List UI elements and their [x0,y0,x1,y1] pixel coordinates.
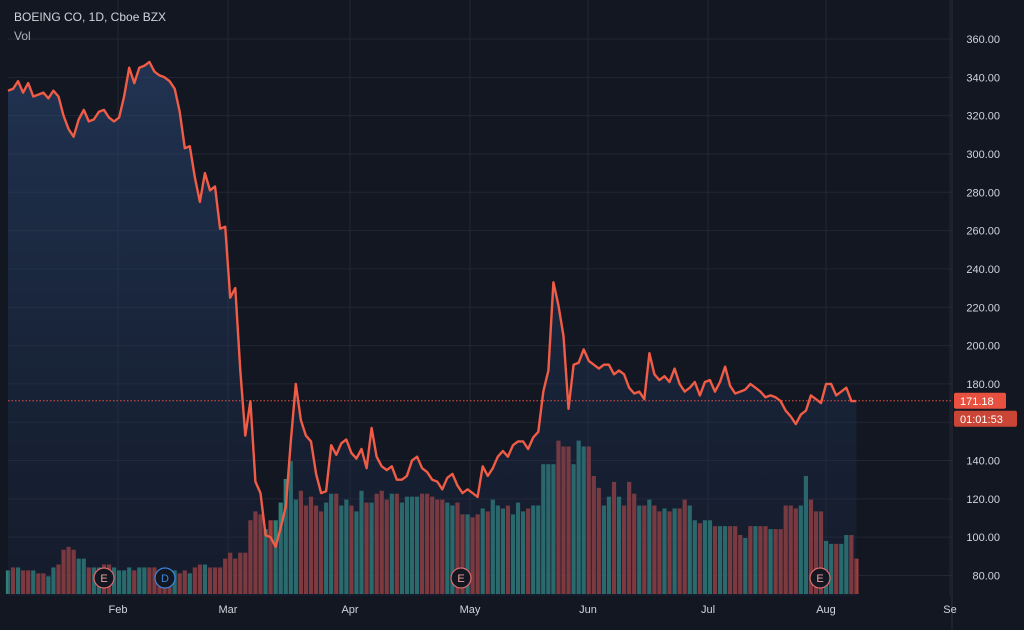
time-tick-label: May [460,604,481,616]
price-tick-label: 180.00 [966,379,1000,391]
time-tick-label: Mar [219,604,238,616]
price-tick-label: 300.00 [966,149,1000,161]
price-tick-label: 260.00 [966,226,1000,238]
volume-indicator-label[interactable]: Vol [14,29,31,43]
time-tick-label: Jul [701,604,715,616]
time-tick-label: Feb [109,604,128,616]
price-tick-label: 120.00 [966,494,1000,506]
event-marker-letter: E [100,573,107,585]
price-tick-label: 200.00 [966,341,1000,353]
time-tick-label: Apr [341,604,358,616]
current-price-label: 171.18 [960,396,994,408]
earnings-marker[interactable]: E [93,567,115,589]
price-tick-label: 220.00 [966,302,1000,314]
price-axis[interactable]: 360.00 340.00 320.00 300.00 280.00 260.00 240.… [951,0,1000,630]
time-axis[interactable]: Feb Mar Apr May Jun Jul Aug Se [109,604,957,616]
symbol-title[interactable]: BOEING CO, 1D, Cboe BZX [14,10,167,24]
event-marker-circle [93,567,115,589]
price-tick-label: 100.00 [966,532,1000,544]
event-marker-letter: E [457,573,464,585]
time-tick-label: Aug [816,604,836,616]
event-marker-circle [809,567,831,589]
price-tick-label: 320.00 [966,111,1000,123]
event-marker-letter: D [161,573,169,585]
price-tick-label: 280.00 [966,187,1000,199]
event-marker-circle [154,567,176,589]
event-marker-letter: E [816,573,823,585]
earnings-marker[interactable]: E [450,567,472,589]
price-tick-label: 140.00 [966,456,1000,468]
countdown-label: 01:01:53 [960,414,1003,426]
event-marker-circle [450,567,472,589]
price-tick-label: 340.00 [966,72,1000,84]
current-price-tag: 171.18 01:01:53 [954,392,1017,427]
time-tick-label: Jun [579,604,597,616]
price-tick-label: 360.00 [966,34,1000,46]
price-line [7,60,857,548]
price-tick-label: 80.00 [972,571,1000,583]
price-tick-label: 240.00 [966,264,1000,276]
price-area-fill [8,62,857,596]
time-tick-label: Se [943,604,956,616]
earnings-marker[interactable]: E [809,567,831,589]
countdown-label-bg [954,410,1017,427]
current-price-label-bg [954,392,1006,409]
dividend-marker[interactable]: D [154,567,176,589]
